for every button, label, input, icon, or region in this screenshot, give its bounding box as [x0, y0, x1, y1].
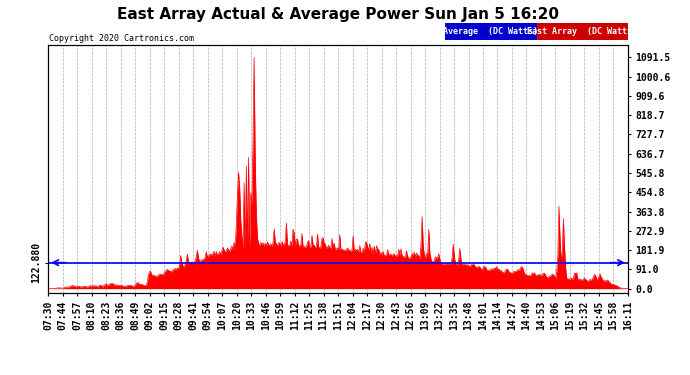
- Text: Copyright 2020 Cartronics.com: Copyright 2020 Cartronics.com: [49, 33, 194, 42]
- Title: East Array Actual & Average Power Sun Jan 5 16:20: East Array Actual & Average Power Sun Ja…: [117, 6, 559, 21]
